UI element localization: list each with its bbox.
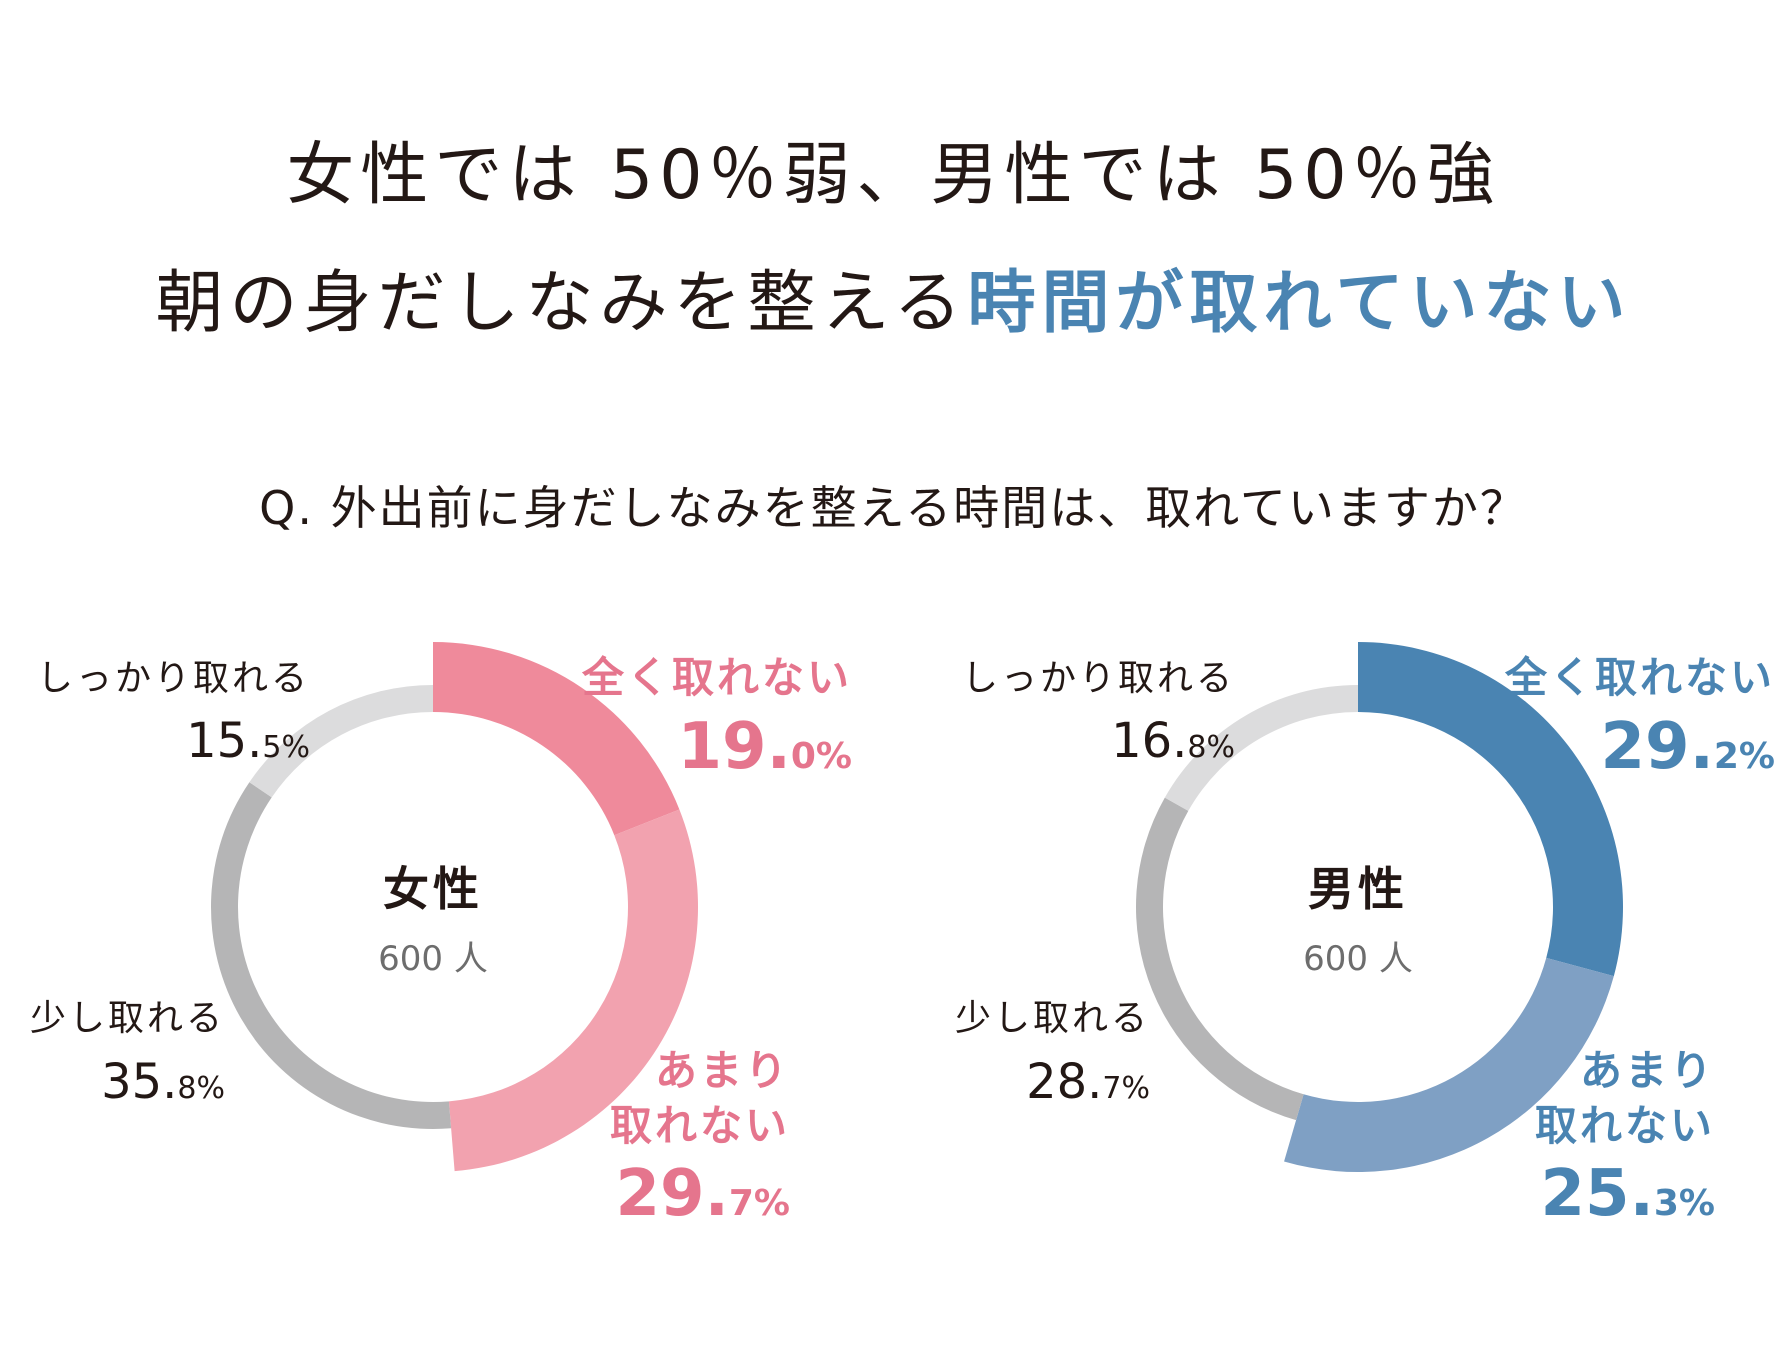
segment-name-label: 少し取れる [955, 998, 1150, 1039]
segment-name-label: 取れない [610, 1101, 790, 1150]
segment-label: しっかり取れる 15.5% [37, 658, 310, 769]
segment-name-label: 全く取れない [581, 653, 852, 702]
segment-name-label: あまり [1580, 1046, 1715, 1095]
segment-label: 全く取れない 29.2% [1504, 653, 1775, 784]
headline-line-2-plain: 朝の身だしなみを整える [155, 264, 968, 343]
segment-label: しっかり取れる 16.8% [962, 658, 1235, 769]
headline-line-2: 朝の身だしなみを整える時間が取れていない [0, 270, 1787, 338]
segment-value-label: 16.8% [1111, 713, 1235, 769]
donut-center-label: 男性 [1308, 862, 1408, 916]
donut-segment [210, 782, 452, 1130]
donut-segment [249, 685, 433, 798]
segment-name-label: あまり [655, 1046, 790, 1095]
segment-label: 少し取れる 35.8% [30, 998, 225, 1110]
segment-value-label: 29.7% [616, 1157, 791, 1231]
donut-segment [1358, 642, 1623, 977]
donut-segment [448, 809, 698, 1172]
segment-name-label: 取れない [1535, 1101, 1715, 1150]
segment-value-label: 25.3% [1541, 1157, 1716, 1231]
segment-value-label: 19.0% [678, 710, 853, 784]
segment-label: 少し取れる 28.7% [955, 998, 1150, 1110]
segment-label: 全く取れない 19.0% [581, 653, 852, 784]
segment-name-label: 全く取れない [1504, 653, 1775, 702]
donut-segment [433, 642, 680, 836]
donut-center-label: 女性 [383, 862, 483, 916]
segment-name-label: 少し取れる [30, 998, 225, 1039]
donut-segment [1284, 957, 1614, 1172]
donut-segment [1164, 685, 1358, 811]
survey-question: Q. 外出前に身だしなみを整える時間は、取れていますか？ [259, 481, 1528, 535]
headline-line-2-accent: 時間が取れていない [967, 264, 1632, 343]
segment-value-label: 35.8% [101, 1054, 225, 1110]
segment-name-label: しっかり取れる [962, 658, 1235, 699]
donut-segment [1136, 797, 1304, 1121]
donut-center-count: 600 人 [378, 939, 488, 979]
donut-center-count: 600 人 [1303, 939, 1413, 979]
segment-value-label: 15.5% [186, 713, 310, 769]
headline-line-1: 女性では 50％弱、男性では 50％強 [286, 136, 1501, 215]
segment-value-label: 29.2% [1601, 710, 1776, 784]
segment-value-label: 28.7% [1026, 1054, 1150, 1110]
segment-name-label: しっかり取れる [37, 658, 310, 699]
